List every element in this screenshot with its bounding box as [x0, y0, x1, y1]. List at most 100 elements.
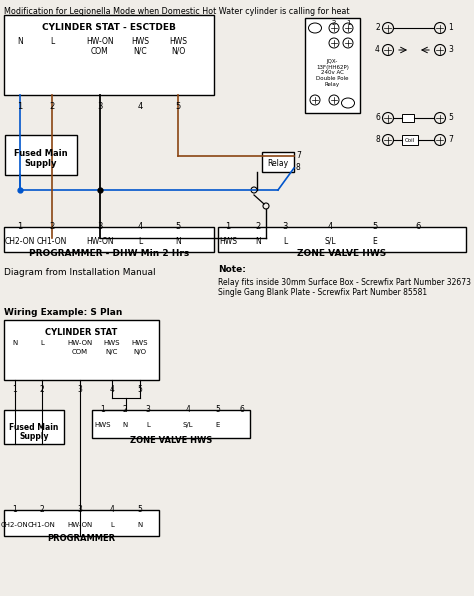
- Text: L: L: [40, 340, 44, 346]
- Text: E: E: [216, 422, 220, 428]
- Text: ZONE VALVE HWS: ZONE VALVE HWS: [297, 249, 387, 258]
- Text: 2: 2: [123, 405, 128, 414]
- Text: Single Gang Blank Plate - Screwfix Part Number 85581: Single Gang Blank Plate - Screwfix Part …: [218, 288, 427, 297]
- Text: Fused Main: Fused Main: [14, 149, 68, 158]
- Bar: [4, 15, 214, 95]
- Text: 4: 4: [137, 222, 143, 231]
- Text: Coil: Coil: [405, 138, 415, 142]
- Text: N: N: [255, 237, 261, 246]
- Text: 3: 3: [78, 385, 82, 394]
- Text: S/L: S/L: [324, 237, 336, 246]
- Text: 1: 1: [18, 102, 23, 111]
- Text: 3: 3: [97, 102, 103, 111]
- Bar: [4, 227, 214, 252]
- Text: L: L: [283, 237, 287, 246]
- Text: CH1-ON: CH1-ON: [37, 237, 67, 246]
- Text: 5: 5: [137, 385, 143, 394]
- Text: L: L: [50, 37, 54, 46]
- Text: Diagram from Installation Manual: Diagram from Installation Manual: [4, 268, 155, 277]
- Text: Supply: Supply: [19, 432, 49, 441]
- Text: L: L: [146, 422, 150, 428]
- Text: COM: COM: [91, 47, 109, 56]
- Bar: [262, 152, 294, 172]
- Text: Note:: Note:: [218, 265, 246, 274]
- Text: 2: 2: [49, 222, 55, 231]
- Text: 1: 1: [13, 385, 18, 394]
- Text: 5: 5: [137, 505, 143, 514]
- Text: 6: 6: [239, 405, 245, 414]
- Text: 5: 5: [216, 405, 220, 414]
- Text: 2: 2: [255, 222, 261, 231]
- Text: 1: 1: [13, 505, 18, 514]
- Text: 4: 4: [185, 405, 191, 414]
- Text: PROGRAMMER: PROGRAMMER: [47, 534, 116, 543]
- Text: HW-ON: HW-ON: [67, 340, 92, 346]
- Text: Fused Main: Fused Main: [9, 423, 59, 432]
- Text: 4: 4: [109, 385, 114, 394]
- Text: 8: 8: [375, 135, 380, 144]
- Text: PROGRAMMER - DHW Min 2 Hrs: PROGRAMMER - DHW Min 2 Hrs: [29, 249, 189, 258]
- Text: 4: 4: [375, 45, 380, 54]
- Text: CYLINDER STAT: CYLINDER STAT: [46, 328, 118, 337]
- Text: 5: 5: [175, 102, 181, 111]
- Text: HWS: HWS: [132, 340, 148, 346]
- Text: HWS: HWS: [169, 37, 187, 46]
- Text: L: L: [110, 522, 114, 528]
- Text: 3: 3: [78, 505, 82, 514]
- Text: 2: 2: [40, 505, 45, 514]
- Text: 3: 3: [448, 45, 453, 54]
- Text: N: N: [12, 340, 18, 346]
- Bar: [402, 114, 414, 122]
- Bar: [5, 135, 77, 175]
- Bar: [4, 410, 64, 444]
- Text: L: L: [138, 237, 142, 246]
- Text: Wiring Example: S Plan: Wiring Example: S Plan: [4, 308, 122, 317]
- Text: N: N: [17, 37, 23, 46]
- Text: CH2-ON: CH2-ON: [1, 522, 29, 528]
- Text: 3: 3: [97, 222, 103, 231]
- Text: 2: 2: [40, 385, 45, 394]
- Text: 5: 5: [448, 113, 453, 123]
- Text: CH1-ON: CH1-ON: [28, 522, 56, 528]
- Bar: [4, 320, 159, 380]
- Text: ZONE VALVE HWS: ZONE VALVE HWS: [130, 436, 212, 445]
- Text: N/C: N/C: [106, 349, 118, 355]
- Bar: [402, 135, 418, 145]
- Text: N/O: N/O: [171, 47, 185, 56]
- Text: N: N: [175, 237, 181, 246]
- Text: E: E: [373, 237, 377, 246]
- Text: 7: 7: [448, 135, 453, 144]
- Text: Modification for Legionella Mode when Domestic Hot Water cylinder is calling for: Modification for Legionella Mode when Do…: [4, 7, 349, 16]
- Text: 2: 2: [375, 23, 380, 33]
- Text: S/L: S/L: [182, 422, 193, 428]
- Text: Relay: Relay: [267, 159, 289, 167]
- Text: HWS: HWS: [219, 237, 237, 246]
- Bar: [4, 510, 159, 536]
- Text: 6: 6: [415, 222, 421, 231]
- Text: Supply: Supply: [25, 159, 57, 168]
- Text: 1: 1: [448, 23, 453, 33]
- Text: 3: 3: [283, 222, 288, 231]
- Text: 1: 1: [225, 222, 231, 231]
- Text: 4: 4: [328, 222, 333, 231]
- Text: 1: 1: [346, 20, 350, 26]
- Text: N/O: N/O: [134, 349, 146, 355]
- Text: N/C: N/C: [133, 47, 147, 56]
- Text: 8: 8: [296, 163, 301, 172]
- Text: N: N: [122, 422, 128, 428]
- Text: 4: 4: [109, 505, 114, 514]
- Text: 4: 4: [137, 102, 143, 111]
- Text: JQX-
13F(HH62P)
240v AC
Double Pole
Relay: JQX- 13F(HH62P) 240v AC Double Pole Rela…: [316, 59, 349, 87]
- Text: 7: 7: [296, 151, 301, 160]
- Text: N: N: [137, 522, 143, 528]
- Bar: [218, 227, 466, 252]
- Text: 1: 1: [100, 405, 105, 414]
- Text: HW-ON: HW-ON: [86, 37, 114, 46]
- Text: CH2-ON: CH2-ON: [5, 237, 35, 246]
- Text: COM: COM: [72, 349, 88, 355]
- Text: 6: 6: [375, 113, 380, 123]
- Text: 3: 3: [146, 405, 150, 414]
- Text: 2: 2: [332, 20, 336, 26]
- Text: 5: 5: [175, 222, 181, 231]
- Bar: [305, 18, 360, 113]
